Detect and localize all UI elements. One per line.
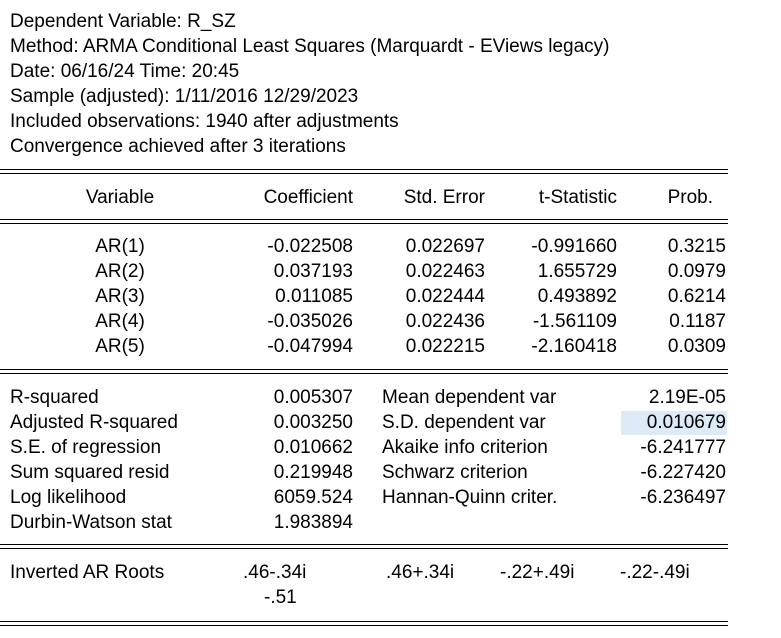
prob-cell: 0.6214 <box>667 286 726 307</box>
selected-cell-highlight[interactable] <box>621 411 727 435</box>
convergence-line: Convergence achieved after 3 iterations <box>10 136 346 157</box>
root-value: -.22-.49i <box>620 562 690 583</box>
t-statistic-cell: 1.655729 <box>537 261 617 282</box>
std-error-cell: 0.022215 <box>405 336 485 357</box>
divider-line <box>0 625 728 626</box>
stat-label: Schwarz criterion <box>382 462 528 483</box>
stat-label: Akaike info criterion <box>382 437 548 458</box>
column-header-t-statistic[interactable]: t-Statistic <box>538 187 617 208</box>
divider-line <box>0 548 728 549</box>
dependent-variable-line: Dependent Variable: R_SZ <box>10 11 236 32</box>
stat-value: 0.219948 <box>273 462 353 483</box>
divider-line <box>0 621 728 622</box>
coefficient-cell: -0.022508 <box>267 236 353 257</box>
column-header-prob[interactable]: Prob. <box>667 187 713 208</box>
std-error-cell: 0.022444 <box>405 286 485 307</box>
root-value: .46-.34i <box>243 562 307 583</box>
observations-line: Included observations: 1940 after adjust… <box>10 111 399 132</box>
t-statistic-cell: -2.160418 <box>531 336 617 357</box>
stat-label: Sum squared resid <box>10 462 170 483</box>
divider-line <box>0 169 728 170</box>
root-value: -.22+.49i <box>500 562 575 583</box>
coefficient-cell: 0.037193 <box>273 261 353 282</box>
std-error-cell: 0.022463 <box>405 261 485 282</box>
date-time-line: Date: 06/16/24 Time: 20:45 <box>10 61 240 82</box>
stat-label: Mean dependent var <box>382 387 557 408</box>
std-error-cell: 0.022697 <box>405 236 485 257</box>
divider-line <box>0 173 728 174</box>
column-header-std-error[interactable]: Std. Error <box>403 187 485 208</box>
stat-value: 0.005307 <box>273 387 353 408</box>
stat-value: 6059.524 <box>273 487 353 508</box>
t-statistic-cell: -1.561109 <box>532 311 617 332</box>
divider-line <box>0 544 728 545</box>
stat-value: 2.19E-05 <box>648 387 726 408</box>
coefficient-cell: 0.011085 <box>275 286 353 307</box>
stat-label: S.D. dependent var <box>382 412 546 433</box>
stat-value-selected[interactable]: 0.010679 <box>646 412 726 433</box>
coefficient-cell: -0.035026 <box>267 311 353 332</box>
stat-value: 0.003250 <box>273 412 353 433</box>
coefficient-cell: -0.047994 <box>267 336 353 357</box>
stat-value: -6.241777 <box>640 437 726 458</box>
std-error-cell: 0.022436 <box>405 311 485 332</box>
variable-cell: AR(1) <box>95 236 145 257</box>
stat-label: Hannan-Quinn criter. <box>382 487 558 508</box>
stat-label: S.E. of regression <box>10 437 162 458</box>
column-header-variable[interactable]: Variable <box>85 187 155 208</box>
roots-label: Inverted AR Roots <box>10 562 165 583</box>
variable-cell: AR(3) <box>95 286 145 307</box>
divider-line <box>0 223 728 224</box>
prob-cell: 0.0309 <box>667 336 726 357</box>
sample-line: Sample (adjusted): 1/11/2016 12/29/2023 <box>10 86 359 107</box>
variable-cell: AR(4) <box>95 311 145 332</box>
divider-line <box>0 369 728 370</box>
divider-line <box>0 373 728 374</box>
root-value: -.51 <box>264 587 297 608</box>
stat-value: 0.010662 <box>273 437 353 458</box>
variable-cell: AR(2) <box>95 261 145 282</box>
prob-cell: 0.0979 <box>667 261 726 282</box>
stat-value: -6.227420 <box>640 462 726 483</box>
stat-label: Log likelihood <box>10 487 127 508</box>
stat-value: 1.983894 <box>273 512 353 533</box>
stat-label: R-squared <box>10 387 99 408</box>
prob-cell: 0.3215 <box>667 236 726 257</box>
stat-value: -6.236497 <box>640 487 726 508</box>
variable-cell: AR(5) <box>95 336 145 357</box>
t-statistic-cell: -0.991660 <box>531 236 617 257</box>
column-header-coefficient[interactable]: Coefficient <box>263 187 353 208</box>
method-line: Method: ARMA Conditional Least Squares (… <box>10 36 610 57</box>
stat-label: Adjusted R-squared <box>10 412 178 433</box>
t-statistic-cell: 0.493892 <box>537 286 617 307</box>
stat-label: Durbin-Watson stat <box>10 512 172 533</box>
prob-cell: 0.1187 <box>669 311 726 332</box>
root-value: .46+.34i <box>386 562 455 583</box>
divider-line <box>0 219 728 220</box>
